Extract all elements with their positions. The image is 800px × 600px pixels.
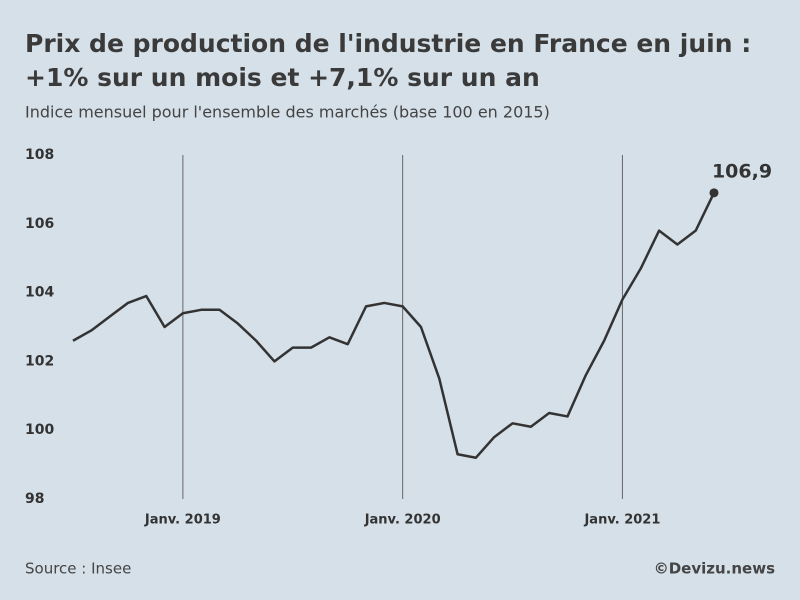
y-tick-label: 102 xyxy=(25,353,54,369)
y-tick-label: 104 xyxy=(25,285,54,301)
y-tick-label: 100 xyxy=(25,422,54,438)
y-tick-label: 98 xyxy=(25,491,44,507)
data-label: 106,9 xyxy=(712,160,772,182)
x-tick-label: Janv. 2019 xyxy=(144,513,221,528)
y-tick-label: 108 xyxy=(25,147,54,163)
chart-title: Prix de production de l'industrie en Fra… xyxy=(25,29,751,58)
x-tick-label: Janv. 2021 xyxy=(583,513,660,528)
x-tick-label: Janv. 2020 xyxy=(364,513,441,528)
line xyxy=(72,192,716,459)
chart-title: +1% sur un mois et +7,1% sur un an xyxy=(25,63,540,92)
source: Source : Insee xyxy=(25,560,131,578)
credit: ©Devizu.news xyxy=(654,560,775,578)
end-point xyxy=(709,188,719,198)
y-tick-label: 106 xyxy=(25,216,54,232)
chart-subtitle: Indice mensuel pour l'ensemble des march… xyxy=(25,103,550,122)
